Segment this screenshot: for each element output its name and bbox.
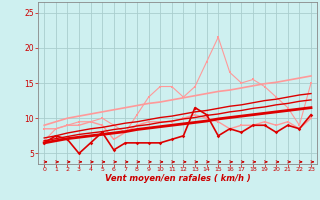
X-axis label: Vent moyen/en rafales ( km/h ): Vent moyen/en rafales ( km/h )	[105, 174, 251, 183]
